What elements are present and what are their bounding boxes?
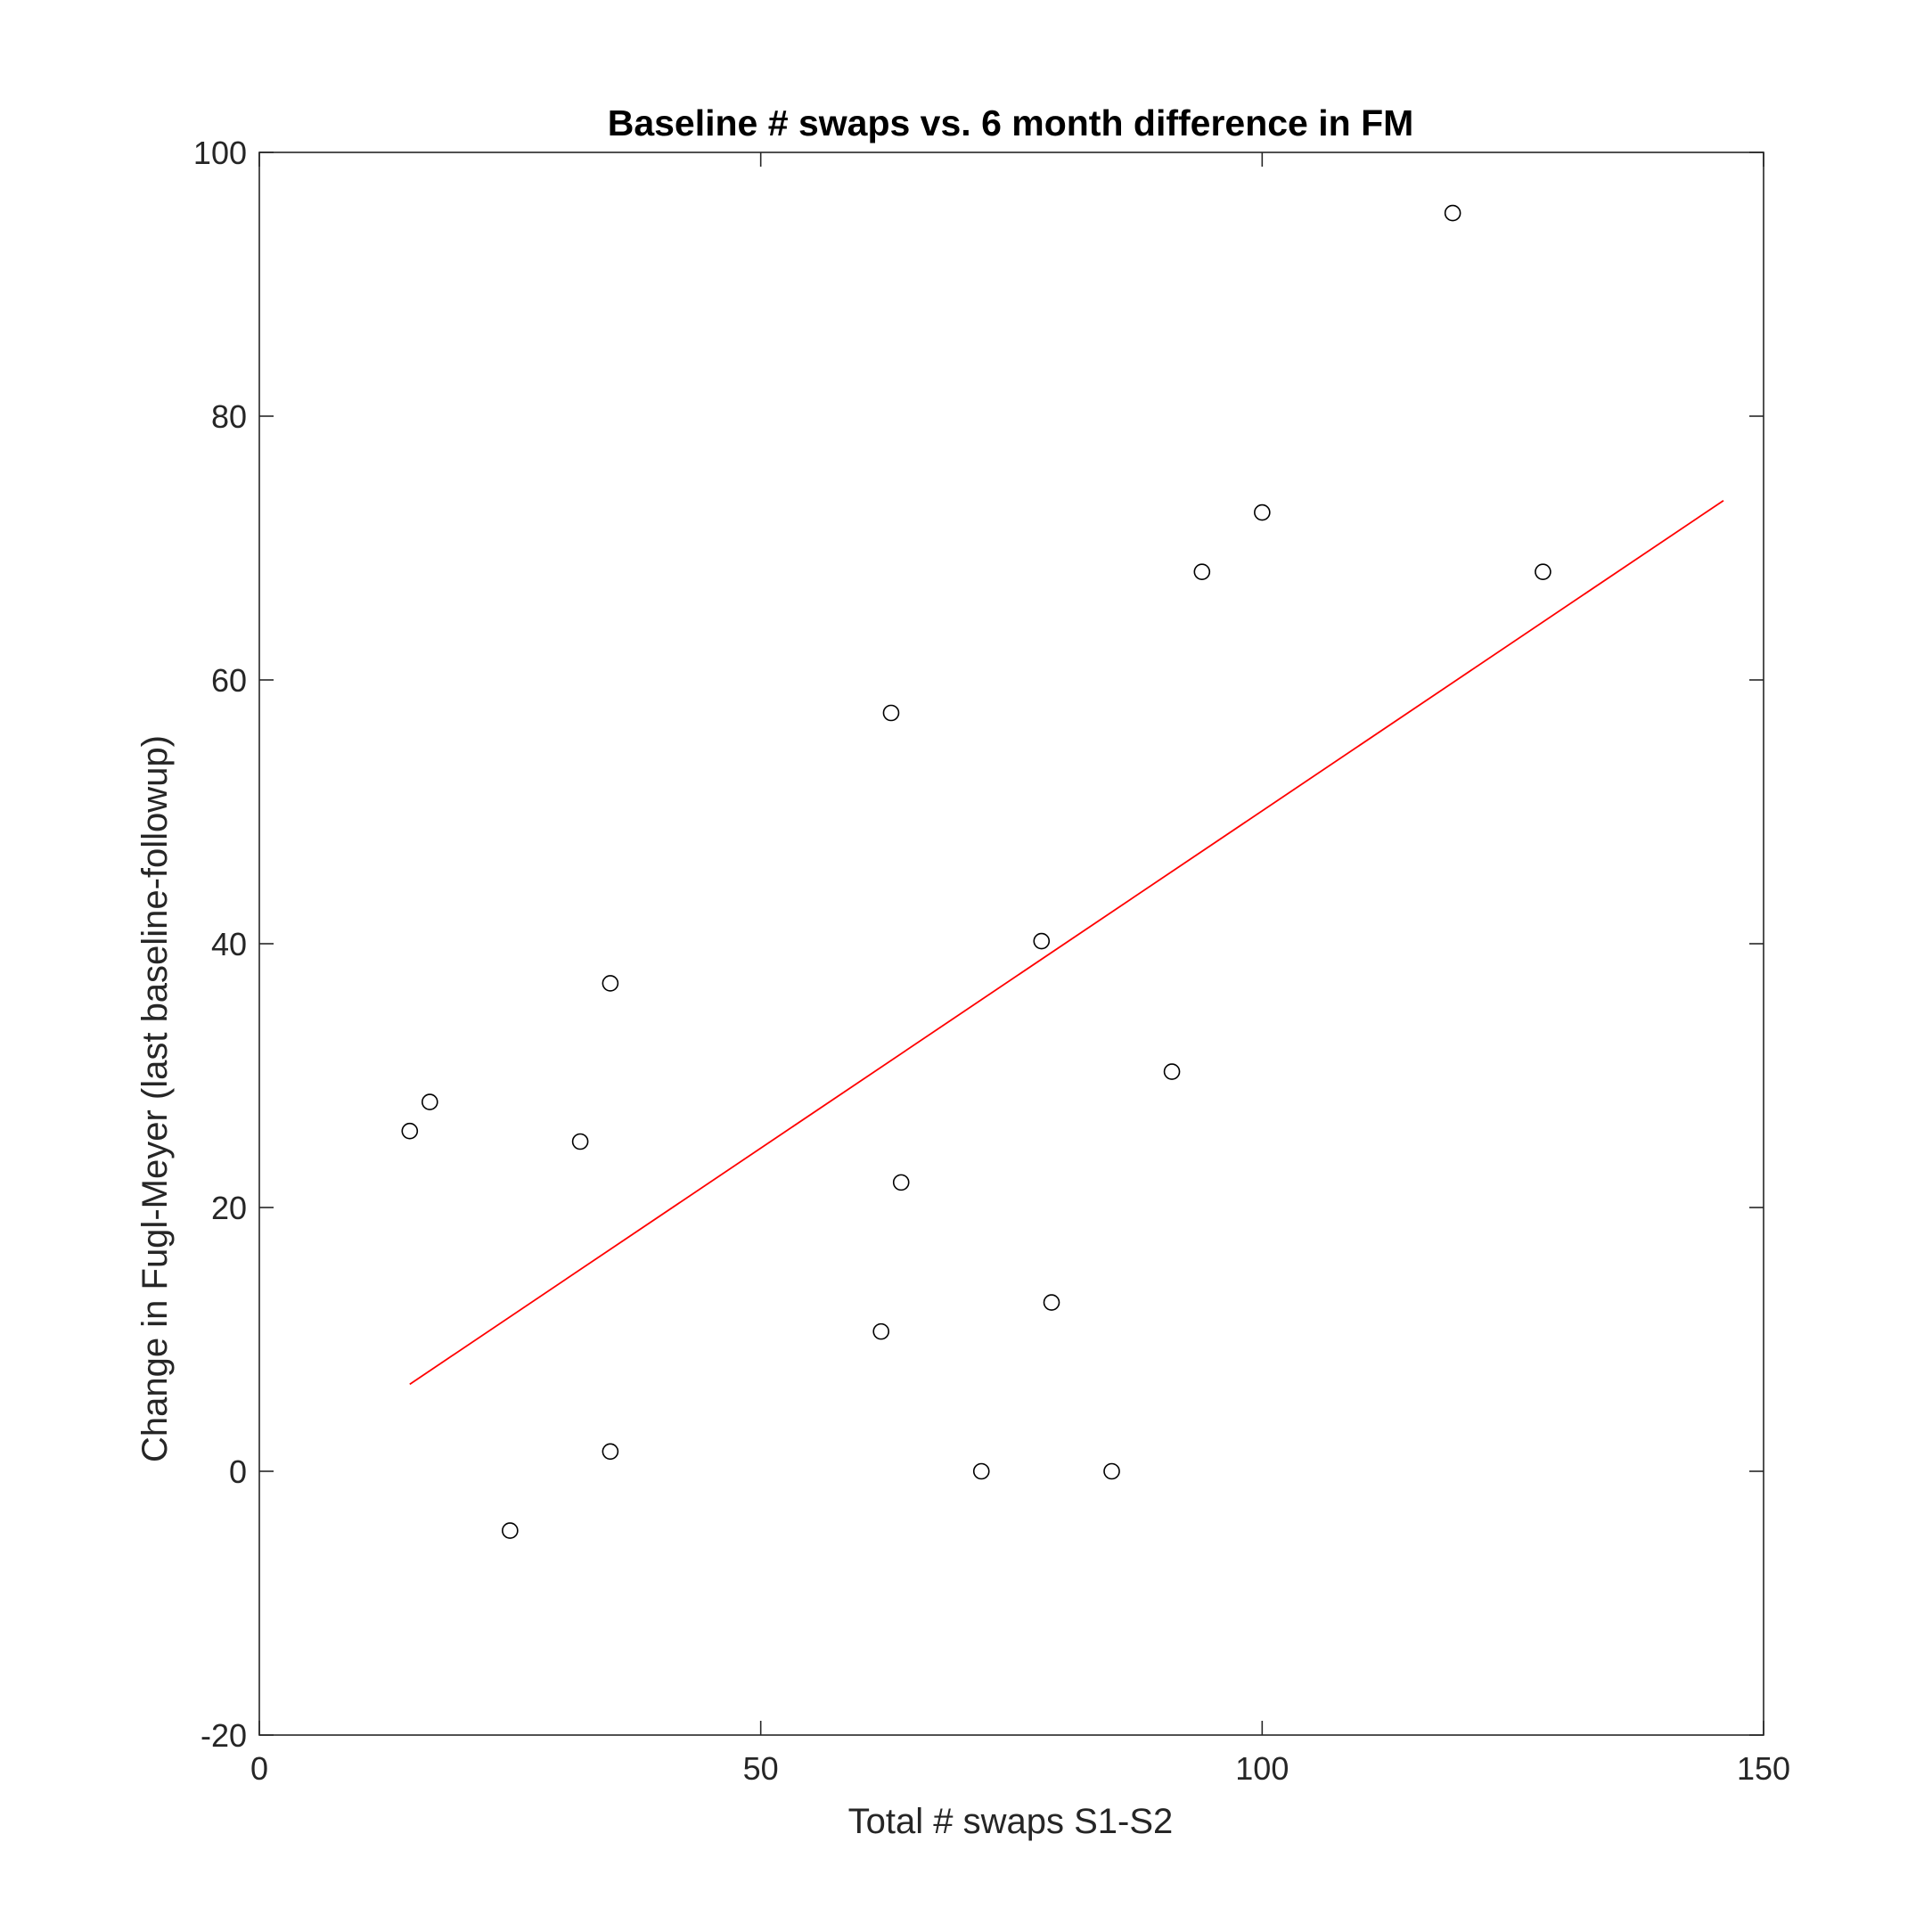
y-tick-label: 20 [211,1190,247,1226]
y-tick-label: 100 [193,135,247,171]
y-tick-label: 0 [229,1453,247,1490]
chart-title: Baseline # swaps vs. 6 month difference … [608,102,1414,143]
data-point [1163,1063,1181,1080]
data-point [422,1093,438,1110]
x-tick-label: 150 [1737,1750,1790,1787]
x-axis-label: Total # swaps S1-S2 [848,1802,1174,1841]
x-tick-label: 0 [250,1750,268,1787]
data-point [1033,932,1051,950]
y-tick-label: 60 [211,662,247,699]
data-point [872,1322,890,1340]
x-tick-label: 50 [743,1750,779,1787]
data-point [1193,563,1211,580]
y-axis-label: Change in Fugl-Meyer (last baseline-foll… [135,735,175,1462]
x-tick-label: 100 [1235,1750,1289,1787]
fit-line [409,499,1724,1386]
y-tick-label: 40 [211,926,247,962]
data-point [972,1462,990,1480]
data-point [602,1443,619,1461]
data-point [602,975,619,992]
data-point [1043,1294,1060,1311]
data-point [1254,503,1271,521]
data-point [1103,1462,1120,1480]
data-point [502,1522,519,1539]
data-point [401,1122,419,1140]
data-point [571,1133,589,1150]
data-point [1444,204,1461,222]
y-tick-label: 80 [211,398,247,435]
data-point [1535,563,1551,580]
data-point [892,1174,910,1191]
data-point [882,704,900,722]
y-tick-label: -20 [201,1717,247,1754]
